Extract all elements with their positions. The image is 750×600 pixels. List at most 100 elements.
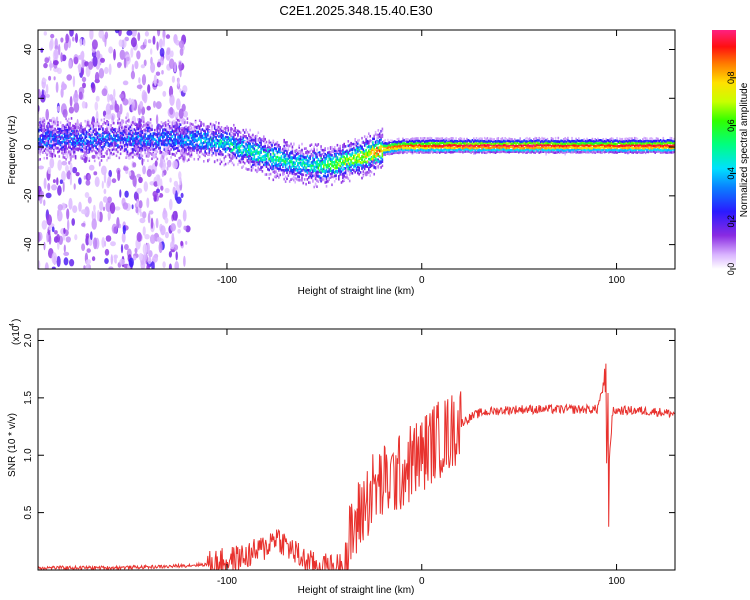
ridge-cell xyxy=(306,168,309,172)
ridge-cell xyxy=(350,160,352,164)
ridge-cell xyxy=(212,139,215,142)
ridge-cell xyxy=(121,126,123,129)
ridge-cell xyxy=(312,163,314,167)
ridge-cell xyxy=(527,148,530,151)
ridge-cell xyxy=(173,132,175,136)
ridge-cell xyxy=(396,143,399,146)
noise-blob xyxy=(68,59,72,69)
ridge-cell xyxy=(50,140,52,143)
noise-blob xyxy=(45,108,49,121)
noise-blob xyxy=(156,174,160,187)
ridge-cell xyxy=(404,150,407,154)
ridge-cell xyxy=(426,140,429,143)
ridge-cell xyxy=(140,124,142,127)
noise-blob xyxy=(134,247,138,254)
ridge-cell xyxy=(208,137,211,141)
noise-blob xyxy=(147,84,151,94)
noise-blob xyxy=(110,254,114,265)
ridge-cell xyxy=(123,136,126,140)
noise-blob xyxy=(38,260,41,269)
ridge-cell xyxy=(507,148,509,152)
ridge-cell xyxy=(444,142,446,145)
ridge-cell xyxy=(107,123,110,126)
ridge-cell xyxy=(137,131,140,135)
ridge-cell xyxy=(66,136,69,140)
ridge-cell xyxy=(227,136,230,139)
ridge-cell xyxy=(348,146,351,150)
ridge-cell xyxy=(77,137,80,141)
ridge-cell xyxy=(343,167,345,170)
ridge-cell xyxy=(215,151,217,155)
ridge-cell xyxy=(290,166,292,169)
ridge-cell xyxy=(108,148,111,152)
ridge-cell xyxy=(368,157,370,161)
ridge-cell xyxy=(288,162,291,166)
ridge-cell xyxy=(78,126,81,130)
ridge-cell xyxy=(238,146,241,149)
noise-blob xyxy=(170,241,175,250)
ridge-cell xyxy=(418,141,420,144)
ridge-cell xyxy=(84,128,86,131)
ridge-cell xyxy=(51,134,54,138)
ridge-cell xyxy=(108,135,111,138)
ridge-cell xyxy=(257,158,260,162)
ridge-cell xyxy=(327,166,329,169)
ridge-cell xyxy=(222,142,224,145)
ridge-cell xyxy=(182,128,185,131)
ridge-cell xyxy=(329,150,332,154)
noise-blob xyxy=(114,206,121,211)
ridge-cell xyxy=(422,151,425,154)
ridge-cell xyxy=(462,150,464,154)
ridge-cell xyxy=(481,144,483,147)
ridge-cell xyxy=(291,172,294,176)
ridge-cell xyxy=(299,168,302,171)
ridge-cell xyxy=(113,128,115,131)
ridge-cell xyxy=(331,175,333,178)
ridge-cell xyxy=(314,143,317,146)
ridge-cell xyxy=(373,152,375,156)
ridge-cell xyxy=(380,160,382,163)
ridge-cell xyxy=(374,151,377,155)
ridge-cell xyxy=(377,160,380,163)
ridge-cell xyxy=(69,153,71,156)
ridge-cell xyxy=(263,139,265,143)
ridge-cell xyxy=(54,139,56,142)
ridge-cell xyxy=(200,139,202,142)
ridge-cell xyxy=(546,146,549,150)
ridge-cell xyxy=(183,133,186,136)
ridge-cell xyxy=(362,166,365,169)
ridge-cell xyxy=(264,156,266,159)
ridge-cell xyxy=(76,139,78,143)
ridge-cell xyxy=(203,124,205,127)
ridge-cell xyxy=(140,133,142,136)
ridge-cell xyxy=(84,151,86,155)
ridge-cell xyxy=(189,124,191,127)
ridge-cell xyxy=(467,139,470,142)
ridge-cell xyxy=(471,139,474,142)
noise-blob xyxy=(56,255,61,268)
ridge-cell xyxy=(411,149,414,152)
ridge-cell xyxy=(158,132,160,135)
ridge-cell xyxy=(486,150,489,154)
ridge-cell xyxy=(325,155,328,159)
ridge-cell xyxy=(372,147,374,150)
ridge-cell xyxy=(411,139,414,143)
ridge-cell xyxy=(145,124,148,127)
ridge-cell xyxy=(133,122,136,126)
ridge-cell xyxy=(445,146,448,149)
ridge-cell xyxy=(237,151,239,155)
ridge-cell xyxy=(340,155,343,158)
ridge-cell xyxy=(291,145,294,149)
ridge-cell xyxy=(51,133,54,136)
figure-title: C2E1.2025.348.15.40.E30 xyxy=(279,3,432,18)
ridge-cell xyxy=(535,139,538,142)
ridge-cell xyxy=(218,147,220,151)
ridge-cell xyxy=(549,140,551,144)
ridge-cell xyxy=(272,150,275,153)
ridge-cell xyxy=(286,144,288,147)
ridge-cell xyxy=(72,155,74,158)
ridge-cell xyxy=(381,160,384,163)
noise-blob xyxy=(95,50,101,60)
ridge-cell xyxy=(504,148,506,151)
ridge-cell xyxy=(425,144,427,148)
